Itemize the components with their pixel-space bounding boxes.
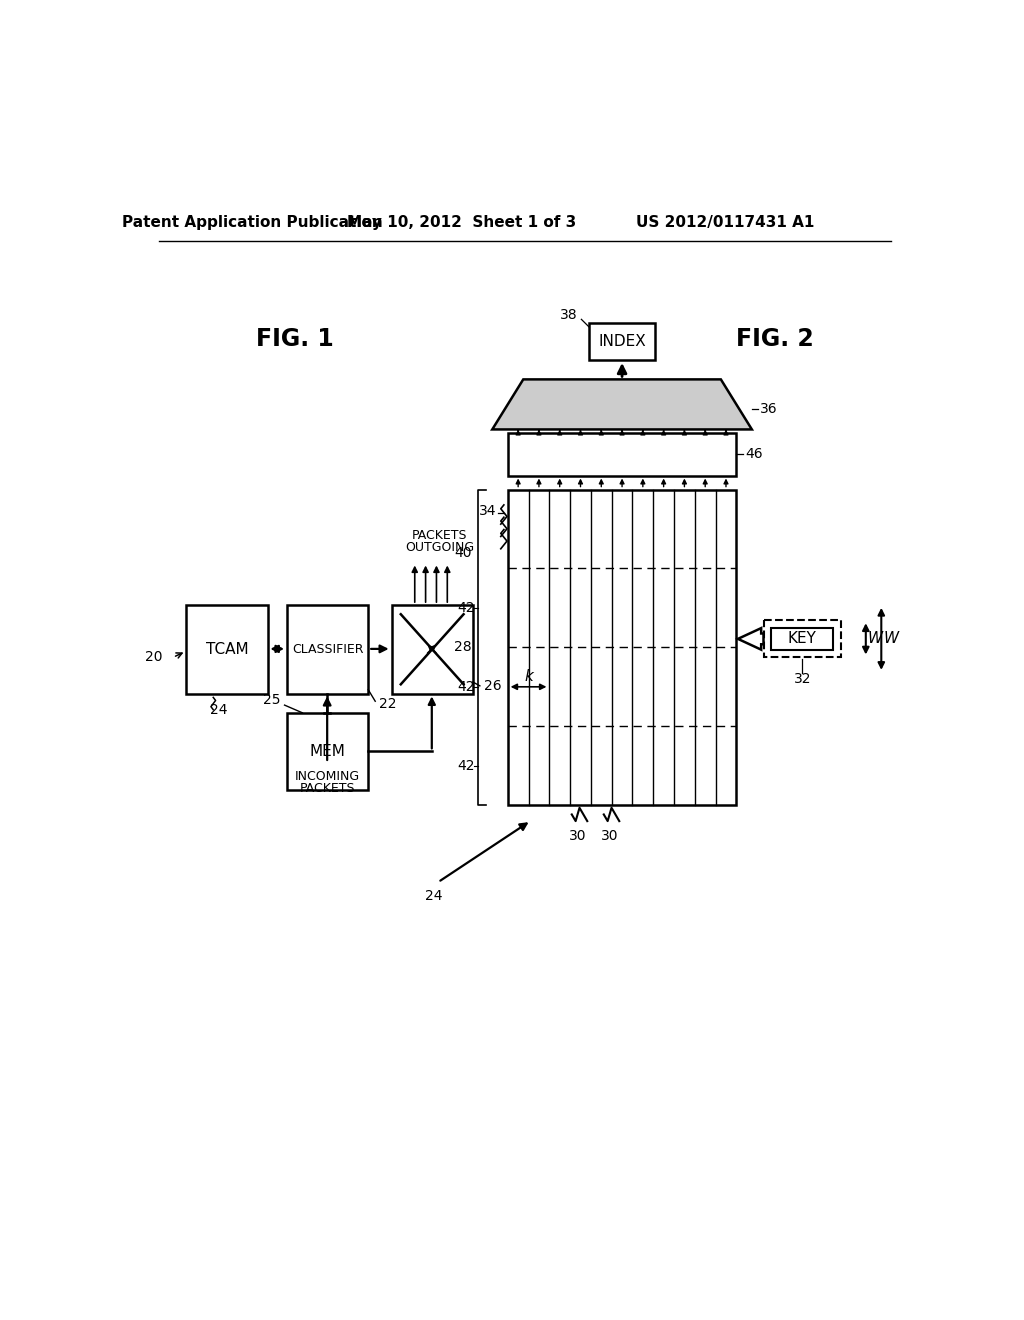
Text: W: W: [883, 631, 898, 647]
Bar: [764, 620, 841, 657]
Text: 30: 30: [569, 829, 587, 843]
Text: Patent Application Publication: Patent Application Publication: [122, 215, 382, 230]
Text: PACKETS: PACKETS: [412, 529, 467, 543]
Bar: [508, 433, 736, 475]
Text: 20: 20: [144, 651, 162, 664]
Text: FIG. 1: FIG. 1: [256, 327, 334, 351]
Text: 34: 34: [478, 504, 496, 517]
Text: 26: 26: [483, 678, 502, 693]
Text: 28: 28: [455, 640, 472, 655]
Text: k: k: [524, 668, 532, 684]
Text: 32: 32: [794, 672, 811, 686]
Text: 38: 38: [560, 309, 578, 322]
Text: INDEX: INDEX: [598, 334, 646, 350]
Text: US 2012/0117431 A1: US 2012/0117431 A1: [636, 215, 814, 230]
Text: 40: 40: [455, 545, 472, 560]
Text: FIG. 2: FIG. 2: [736, 327, 814, 351]
Polygon shape: [493, 379, 752, 429]
Text: INCOMING: INCOMING: [295, 770, 359, 783]
Text: 46: 46: [745, 447, 763, 462]
Bar: [508, 490, 736, 805]
Bar: [391, 605, 473, 693]
Text: 42: 42: [457, 601, 474, 615]
Text: KEY: KEY: [787, 631, 817, 647]
Bar: [287, 605, 369, 693]
Text: MEM: MEM: [309, 743, 345, 759]
Text: 22: 22: [379, 697, 396, 711]
Polygon shape: [738, 628, 764, 649]
Text: TCAM: TCAM: [206, 642, 248, 657]
Text: 42: 42: [457, 759, 474, 772]
Text: 24: 24: [425, 890, 442, 903]
Text: May 10, 2012  Sheet 1 of 3: May 10, 2012 Sheet 1 of 3: [347, 215, 575, 230]
Text: 25: 25: [263, 693, 281, 708]
Text: PACKETS: PACKETS: [299, 781, 355, 795]
Bar: [589, 323, 655, 360]
Bar: [287, 713, 369, 789]
Text: 24: 24: [210, 704, 227, 718]
Text: 42: 42: [457, 680, 474, 694]
Text: 30: 30: [601, 829, 618, 843]
Bar: [771, 628, 834, 649]
Text: CLASSIFIER: CLASSIFIER: [292, 643, 364, 656]
Bar: [186, 605, 267, 693]
Text: 36: 36: [760, 403, 777, 416]
Text: W: W: [867, 631, 883, 647]
Text: OUTGOING: OUTGOING: [404, 541, 474, 554]
